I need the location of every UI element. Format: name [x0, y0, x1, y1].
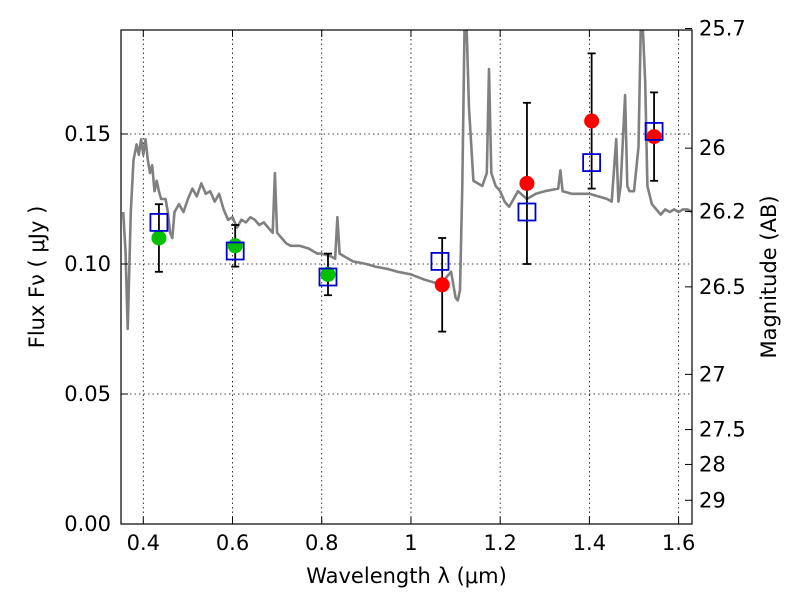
model-photometry-box	[149, 212, 169, 232]
x-tick-label: 1	[404, 531, 417, 555]
right-tick-label: 25.7	[699, 17, 746, 41]
infrared-data-point	[646, 129, 662, 145]
y-tick-label: 0.10	[64, 252, 111, 276]
y-axis-right: 25.7 26 26.2 26.5 27 27.5 28 29	[685, 17, 746, 512]
x-tick-label: 0.8	[305, 531, 338, 555]
model-photometry-box	[430, 251, 450, 271]
right-tick-label: 26.5	[699, 275, 746, 299]
model-photometry-box	[517, 202, 537, 222]
right-axis-label: Magnitude (AB)	[757, 195, 781, 358]
infrared-data-point	[584, 113, 600, 129]
y-tick-label: 0.15	[64, 122, 111, 146]
right-tick-label: 27	[699, 362, 726, 386]
right-tick-label: 26	[699, 136, 726, 160]
spectrum-line	[121, 30, 692, 331]
model-spectrum	[121, 30, 692, 331]
x-axis-label: Wavelength λ (μm)	[306, 564, 507, 588]
model-photometry-box	[318, 267, 338, 287]
model-photometry-box	[582, 153, 602, 173]
x-tick-label: 0.6	[216, 531, 249, 555]
right-tick-label: 28	[699, 452, 726, 476]
x-tick-label: 0.4	[127, 531, 160, 555]
optical-data-point	[227, 238, 243, 254]
model-photometry-box	[225, 241, 245, 261]
plot-frame	[120, 29, 693, 525]
x-tick-label: 1.6	[662, 531, 695, 555]
optical-data-point	[151, 230, 167, 246]
right-tick-label: 27.5	[699, 418, 746, 442]
model-photometry-box	[644, 122, 664, 141]
y-axis-label: Flux Fν ( μJy )	[25, 206, 49, 349]
right-tick-label: 29	[699, 488, 726, 512]
right-tick-label: 26.2	[699, 199, 746, 223]
x-tick-label: 1.4	[573, 531, 606, 555]
model-photometry-boxes	[149, 122, 664, 287]
y-tick-label: 0.00	[64, 512, 111, 536]
infrared-data-point	[434, 277, 450, 293]
x-tick-label: 1.2	[483, 531, 516, 555]
optical-data-point	[320, 266, 336, 282]
data-points	[151, 113, 662, 293]
y-tick-label: 0.05	[64, 382, 111, 406]
infrared-data-point	[519, 175, 535, 191]
grid	[121, 30, 692, 525]
x-axis: 0.4 0.6 0.8 1 1.2 1.4 1.6	[127, 30, 695, 555]
y-axis-left: 0.00 0.05 0.10 0.15	[64, 122, 128, 536]
